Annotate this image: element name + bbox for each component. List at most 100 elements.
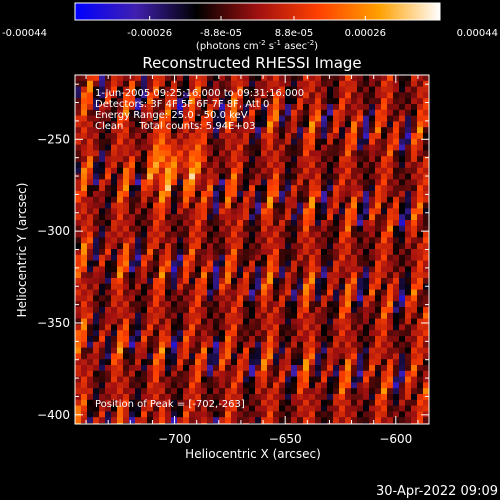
heatmap-cell	[213, 225, 220, 232]
heatmap-cell	[117, 162, 124, 169]
heatmap-cell	[315, 86, 322, 93]
heatmap-cell	[243, 399, 250, 406]
heatmap-cell	[237, 254, 244, 261]
heatmap-cell	[327, 109, 334, 116]
heatmap-cell	[345, 144, 352, 151]
heatmap-cell	[375, 75, 382, 82]
heatmap-cell	[165, 121, 172, 128]
heatmap-cell	[111, 254, 118, 261]
heatmap-cell	[123, 214, 130, 221]
heatmap-cell	[315, 191, 322, 198]
heatmap-cell	[261, 196, 268, 203]
heatmap-cell	[123, 272, 130, 279]
heatmap-cell	[399, 365, 406, 372]
heatmap-cell	[219, 220, 226, 227]
heatmap-cell	[225, 411, 232, 418]
heatmap-cell	[81, 225, 88, 232]
heatmap-cell	[375, 324, 382, 331]
heatmap-cell	[339, 312, 346, 319]
heatmap-cell	[111, 86, 118, 93]
heatmap-cell	[111, 411, 118, 418]
heatmap-cell	[321, 167, 328, 174]
heatmap-cell	[321, 86, 328, 93]
heatmap-cell	[351, 127, 358, 134]
heatmap-cell	[171, 109, 178, 116]
heatmap-cell	[411, 86, 418, 93]
heatmap-cell	[345, 231, 352, 238]
heatmap-cell	[207, 278, 214, 285]
heatmap-cell	[81, 411, 88, 418]
heatmap-cell	[75, 150, 82, 157]
heatmap-cell	[381, 249, 388, 256]
heatmap-cell	[195, 295, 202, 302]
heatmap-cell	[123, 289, 130, 296]
heatmap-cell	[219, 167, 226, 174]
heatmap-cell	[339, 283, 346, 290]
heatmap-cell	[363, 272, 370, 279]
heatmap-cell	[213, 86, 220, 93]
heatmap-cell	[411, 289, 418, 296]
heatmap-cell	[231, 289, 238, 296]
heatmap-cell	[189, 417, 196, 424]
heatmap-cell	[399, 75, 406, 82]
heatmap-cell	[309, 399, 316, 406]
heatmap-cell	[213, 382, 220, 389]
heatmap-cell	[303, 179, 310, 186]
heatmap-cell	[75, 202, 82, 209]
heatmap-cell	[159, 347, 166, 354]
heatmap-cell	[75, 324, 82, 331]
heatmap-cell	[249, 341, 256, 348]
heatmap-cell	[411, 133, 418, 140]
heatmap-cell	[153, 231, 160, 238]
heatmap-cell	[237, 336, 244, 343]
heatmap-cell	[291, 301, 298, 308]
heatmap-cell	[285, 243, 292, 250]
heatmap-cell	[231, 86, 238, 93]
heatmap-cell	[273, 359, 280, 366]
heatmap-cell	[153, 283, 160, 290]
heatmap-cell	[423, 283, 429, 290]
heatmap-cell	[297, 266, 304, 273]
heatmap-cell	[297, 150, 304, 157]
heatmap-cell	[171, 167, 178, 174]
heatmap-cell	[363, 208, 370, 215]
heatmap-cell	[249, 115, 256, 122]
heatmap-cell	[159, 243, 166, 250]
heatmap-cell	[153, 150, 160, 157]
heatmap-cell	[87, 104, 94, 111]
heatmap-cell	[111, 185, 118, 192]
heatmap-cell	[243, 115, 250, 122]
heatmap-cell	[327, 144, 334, 151]
heatmap-cell	[201, 307, 208, 314]
heatmap-cell	[99, 359, 106, 366]
heatmap-cell	[351, 220, 358, 227]
heatmap-cell	[333, 249, 340, 256]
heatmap-cell	[117, 347, 124, 354]
heatmap-cell	[159, 86, 166, 93]
heatmap-cell	[213, 92, 220, 99]
heatmap-cell	[183, 411, 190, 418]
heatmap-cell	[123, 133, 130, 140]
heatmap-cell	[255, 214, 262, 221]
heatmap-cell	[417, 353, 424, 360]
heatmap-cell	[81, 382, 88, 389]
heatmap-cell	[87, 162, 94, 169]
heatmap-cell	[135, 144, 142, 151]
heatmap-cell	[267, 382, 274, 389]
heatmap-cell	[111, 144, 118, 151]
heatmap-cell	[105, 231, 112, 238]
heatmap-cell	[255, 202, 262, 209]
heatmap-cell	[273, 347, 280, 354]
heatmap-cell	[243, 156, 250, 163]
heatmap-cell	[231, 272, 238, 279]
heatmap-cell	[249, 382, 256, 389]
heatmap-cell	[237, 312, 244, 319]
heatmap-cell	[105, 92, 112, 99]
heatmap-cell	[111, 138, 118, 145]
heatmap-cell	[177, 173, 184, 180]
heatmap-cell	[333, 104, 340, 111]
heatmap-cell	[393, 133, 400, 140]
heatmap-cell	[339, 173, 346, 180]
heatmap-cell	[417, 394, 424, 401]
heatmap-cell	[117, 191, 124, 198]
